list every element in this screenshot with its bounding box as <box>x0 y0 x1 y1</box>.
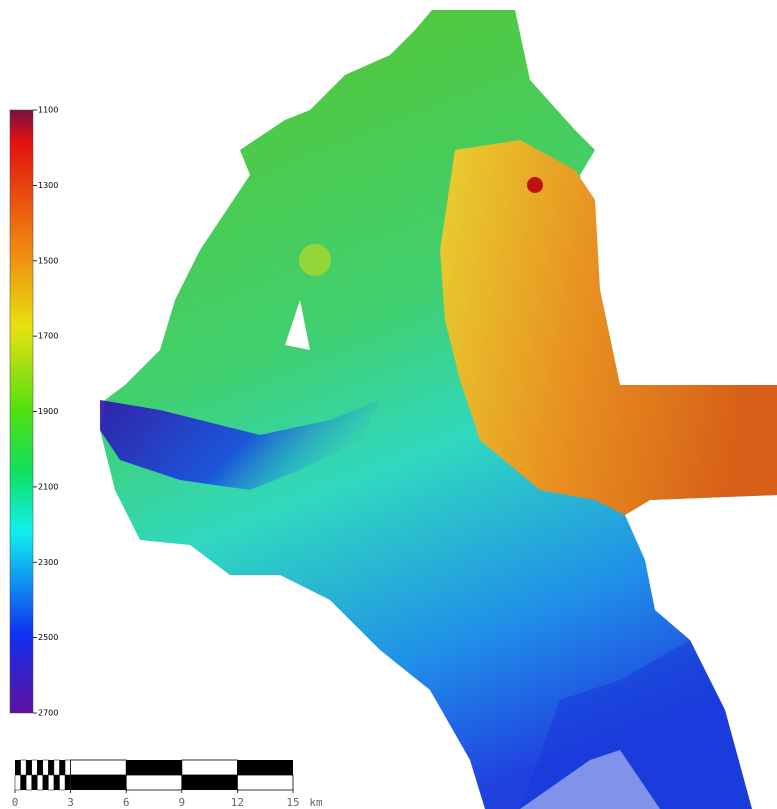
scale-checker <box>26 775 32 790</box>
colorbar-label: 2500 <box>38 633 58 642</box>
colorbar-label: 1700 <box>38 332 58 341</box>
colorbar-label: 2700 <box>38 709 58 718</box>
colorbar-label: 1100 <box>38 106 58 115</box>
scale-checker <box>59 775 65 790</box>
scale-checker <box>15 760 21 775</box>
scale-checker <box>43 760 49 775</box>
scale-label: 3 <box>67 796 74 809</box>
scale-label: 15 <box>286 796 299 809</box>
scale-checker <box>32 760 38 775</box>
colorbar-label: 1500 <box>38 256 58 265</box>
scale-checker <box>59 760 65 775</box>
colorbar-label: 2100 <box>38 482 58 491</box>
scale-segment <box>126 760 182 775</box>
scale-checker <box>21 775 27 790</box>
scale-checker <box>65 775 71 790</box>
scale-segment <box>237 775 293 790</box>
scale-checker <box>37 760 43 775</box>
colorbar-label: 1900 <box>38 407 58 416</box>
map-view: 1100 1300 1500 1700 1900 2100 2300 2500 2700 0 3 6… <box>0 0 777 809</box>
scale-label: 12 <box>231 796 244 809</box>
scale-bar: 0 3 6 9 12 15 km <box>12 760 323 809</box>
scale-checker <box>15 775 21 790</box>
scale-checker <box>48 775 54 790</box>
scale-checker <box>54 775 60 790</box>
scale-label: 9 <box>178 796 185 809</box>
scale-segment <box>182 760 238 775</box>
scale-label: 6 <box>123 796 130 809</box>
colorbar-label: 1300 <box>38 181 58 190</box>
scale-checker <box>43 775 49 790</box>
colorbar-ramp <box>10 110 33 713</box>
scale-checker <box>48 760 54 775</box>
scale-label: 0 <box>12 796 19 809</box>
scale-checker <box>37 775 43 790</box>
bathymetry <box>100 10 777 809</box>
scale-segment <box>126 775 182 790</box>
scale-checker <box>21 760 27 775</box>
scale-segment <box>237 760 293 775</box>
colorbar: 1100 1300 1500 1700 1900 2100 2300 2500 2700 <box>10 106 58 718</box>
scale-checker <box>26 760 32 775</box>
scale-unit: km <box>309 796 323 809</box>
scale-segment <box>71 775 127 790</box>
colorbar-label: 2300 <box>38 558 58 567</box>
scale-checker <box>54 760 60 775</box>
scale-checker <box>32 775 38 790</box>
scale-segment <box>182 775 238 790</box>
scale-checker <box>65 760 71 775</box>
scale-segment <box>71 760 127 775</box>
